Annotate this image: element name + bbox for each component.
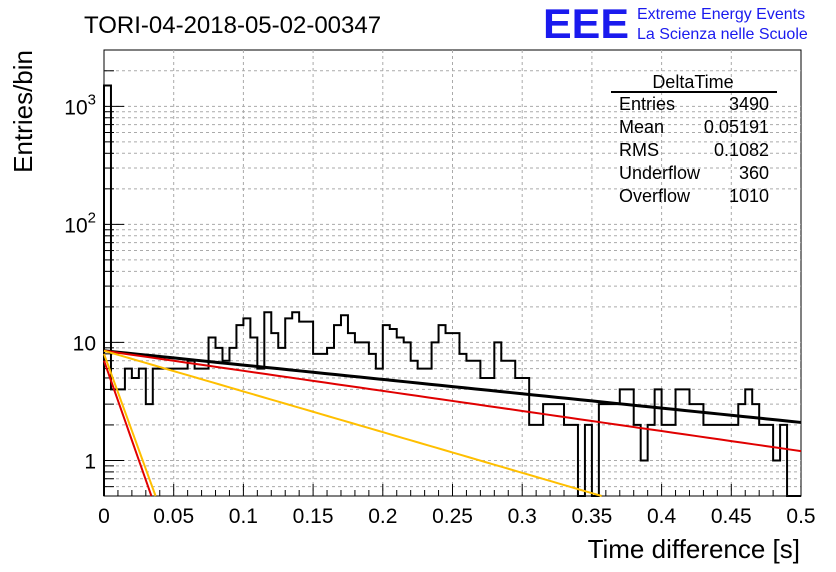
x-tick-label: 0.25 [432,505,473,528]
stats-row-value: 0.1082 [714,140,769,160]
x-tick-label: 0 [98,505,110,528]
fit-curve [103,360,153,497]
y-tick-label: 10 [73,332,96,355]
histogram [103,84,801,497]
y-axis-label: Entries/bin [8,50,38,173]
x-tick-label: 0.3 [508,505,537,528]
x-axis-label: Time difference [s] [588,534,800,564]
stats-row-label: RMS [619,140,659,160]
y-tick-label: 103 [64,91,96,119]
x-tick-label: 0.05 [153,505,194,528]
stats-row-value: 3490 [729,94,769,114]
x-axis: 0 0.05 0.1 0.15 0.2 0.25 0.3 0.35 0.4 0.45 0.5 [98,484,816,528]
stats-row-label: Underflow [619,163,701,183]
eee-logo-mark: EEE [543,0,629,47]
x-tick-label: 0.35 [571,505,612,528]
x-tick-label: 0.1 [229,505,258,528]
fit-curve [103,349,802,424]
histogram-outline [103,84,801,497]
eee-logo-line1: Extreme Energy Events [637,6,805,23]
stats-box: DeltaTime Entries 3490 Mean 0.05191 RMS 0.108… [611,72,777,206]
x-tick-label: 0.2 [368,505,397,528]
y-axis: 1 10 102 103 [64,70,124,488]
stats-row-value: 360 [739,163,769,183]
stats-row-value: 1010 [729,186,769,206]
x-tick-label: 0.5 [786,505,815,528]
grid [104,50,801,496]
chart-title: TORI-04-2018-05-02-00347 [84,12,381,39]
fit-curve [103,349,602,497]
x-tick-label: 0.4 [647,505,677,528]
x-tick-label: 0.15 [293,505,334,528]
fit-curves [103,349,802,497]
eee-logo: EEE Extreme Energy Events La Scienza nel… [543,0,808,47]
x-tick-label: 0.45 [711,505,752,528]
eee-logo-line2: La Scienza nelle Scuole [637,26,808,43]
stats-title: DeltaTime [652,72,733,92]
y-tick-label: 1 [84,450,96,473]
stats-row-label: Overflow [619,186,691,206]
stats-row-value: 0.05191 [704,117,769,137]
stats-row-label: Entries [619,94,675,114]
y-tick-label: 102 [64,209,96,237]
fit-curve [103,349,802,453]
stats-row-label: Mean [619,117,664,137]
fit-curve [103,353,157,497]
